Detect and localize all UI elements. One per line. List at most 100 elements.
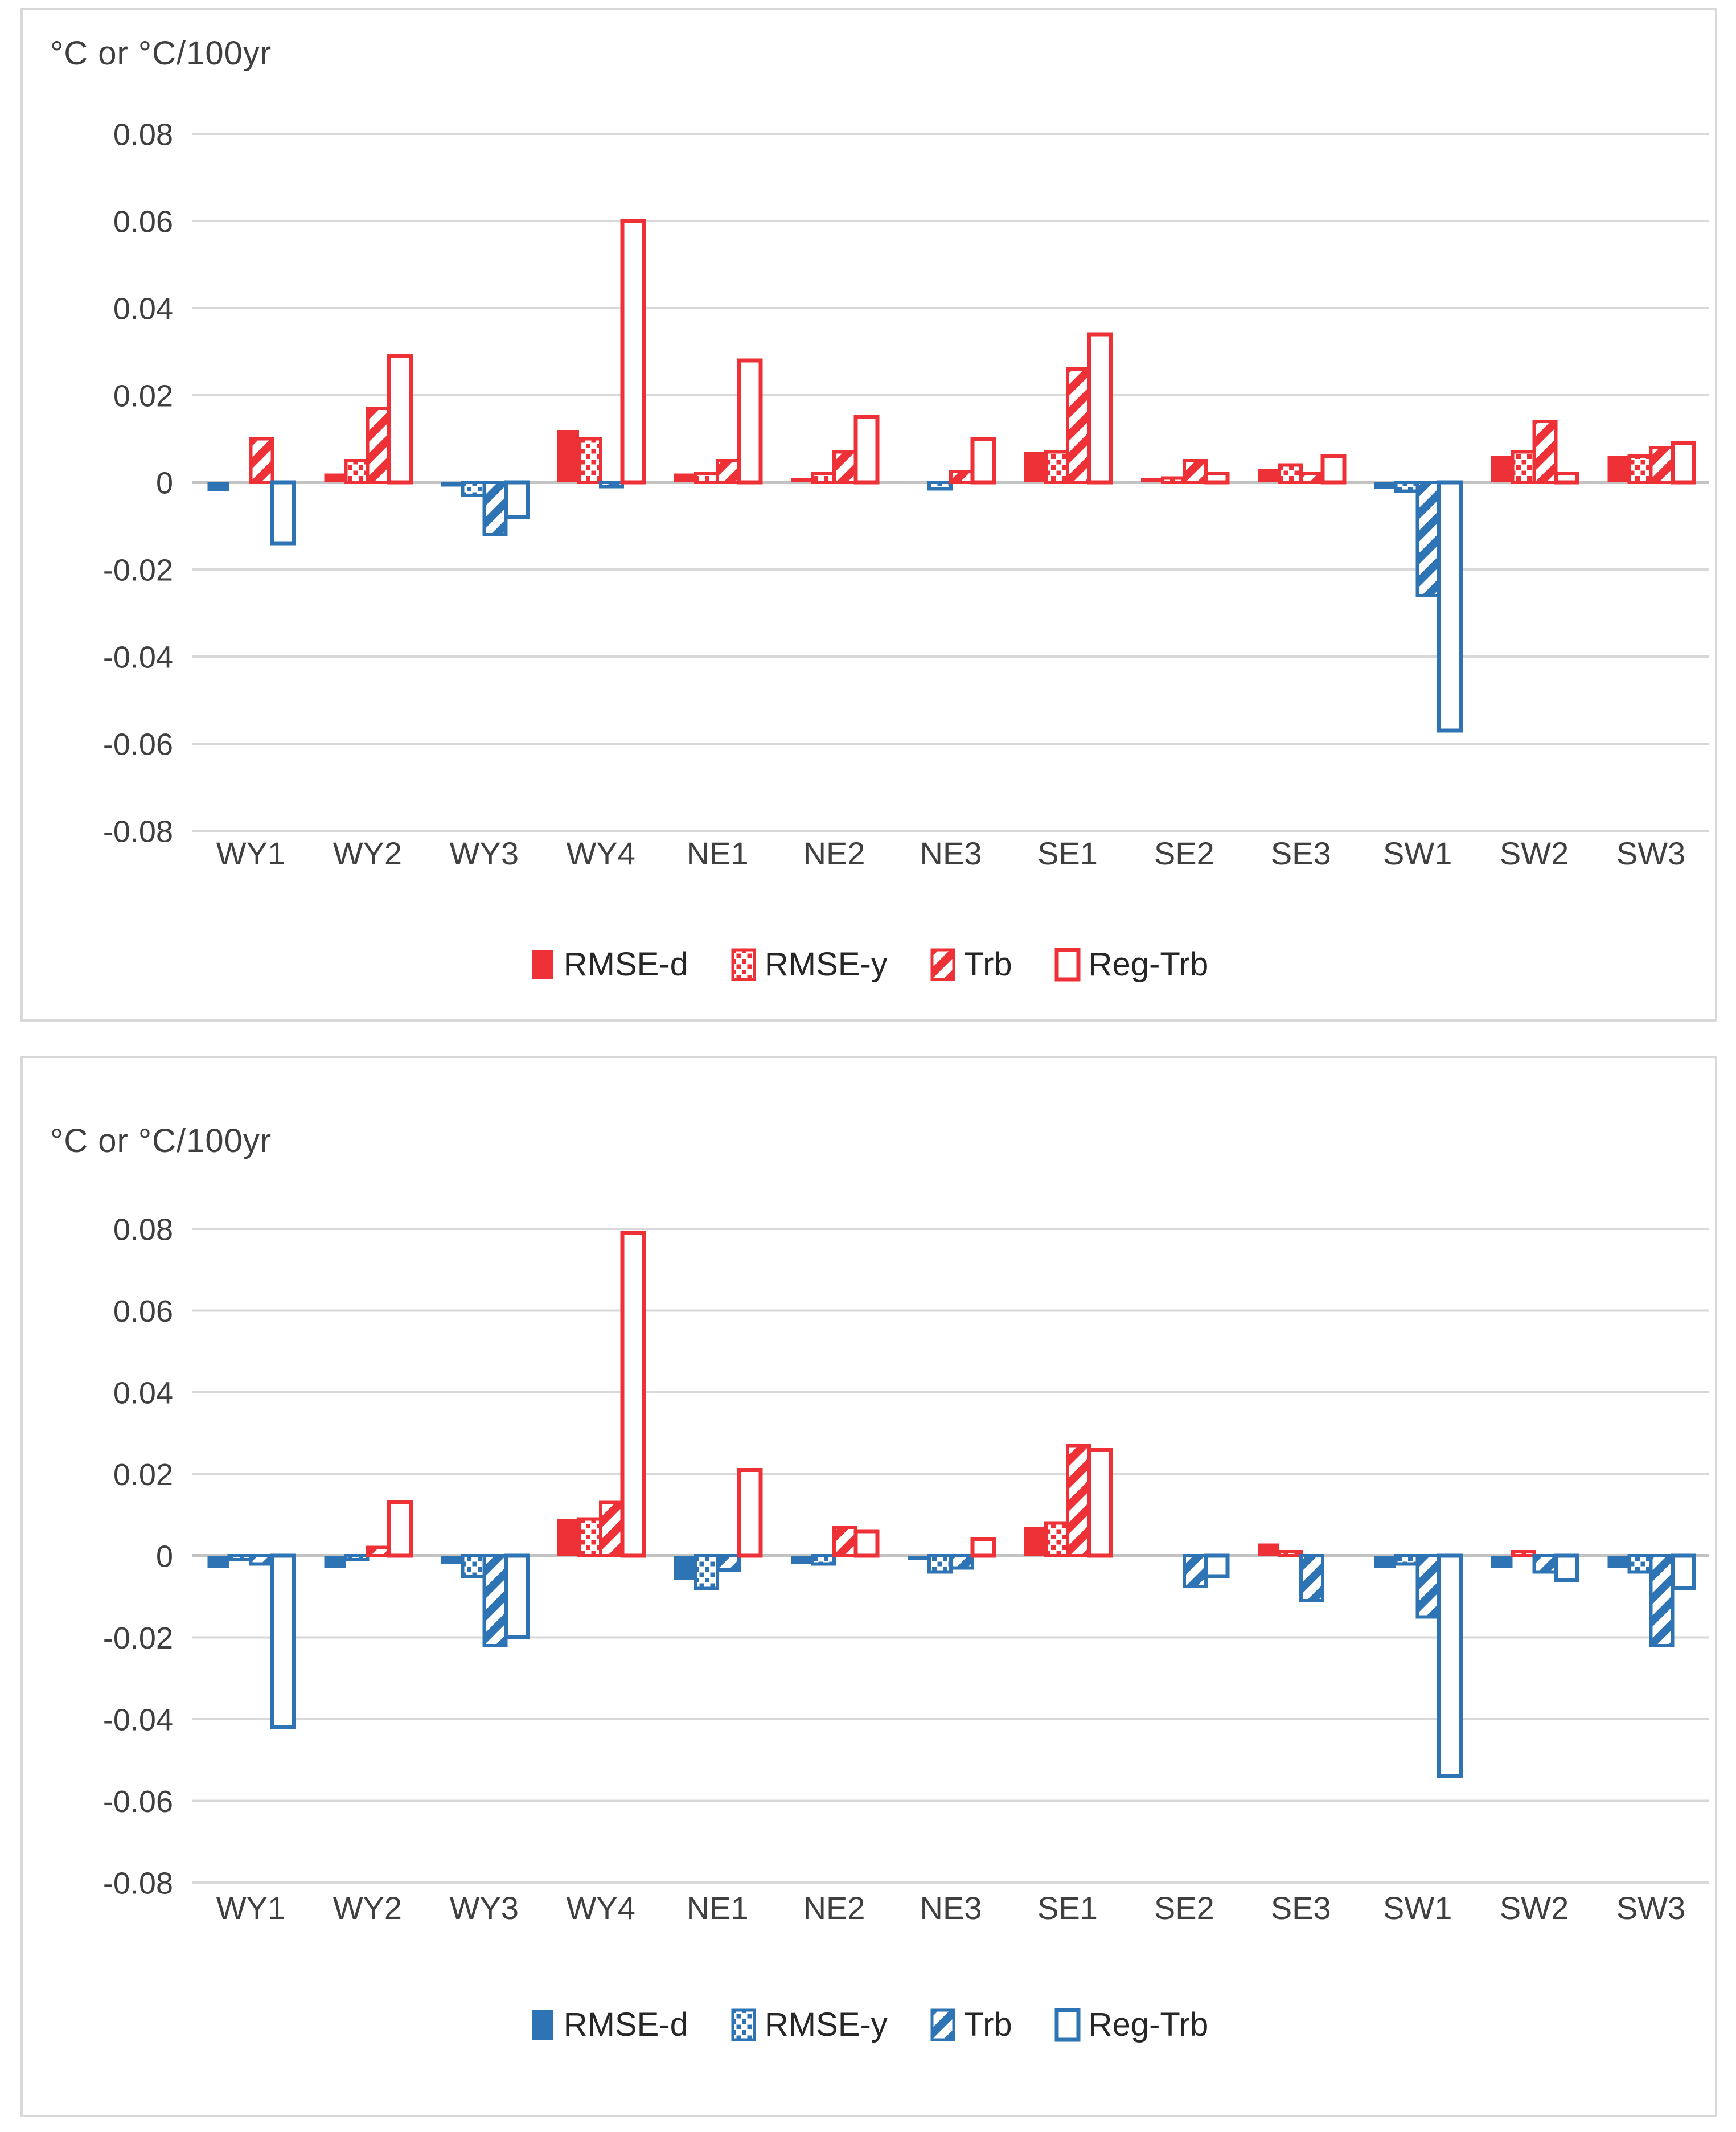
y-tick-label: -0.06 (103, 1785, 173, 1819)
bar-trb-sw2 (1532, 419, 1558, 485)
bar-rmse-y-ne1 (694, 1554, 720, 1590)
bar-rmse-d-sw3 (1607, 1556, 1630, 1568)
y-axis-unit-label: °C or °C/100yr (50, 1122, 272, 1159)
bar-trb-ne3 (949, 1554, 974, 1570)
bar-rmse-d-wy3 (441, 482, 463, 487)
bar-rmse-y-wy4 (577, 1517, 603, 1557)
legend-swatch-solid-icon (531, 2010, 553, 2040)
bar-rmse-d-wy1 (207, 1556, 229, 1568)
bar-trb-se1 (1065, 367, 1091, 484)
bar-chart-lower: 0.08 0.06 0.04 0.02 0 -0.02 -0.04 -0.06 -0.08 WY1… (103, 1212, 1709, 1926)
x-category-label: SE1 (1037, 1890, 1098, 1926)
bar-rmse-y-wy3 (461, 1554, 486, 1578)
bar-reg-trb-ne2 (853, 415, 880, 485)
bar-rmse-y-sw3 (1627, 454, 1653, 484)
y-tick-label: 0.04 (113, 292, 173, 326)
bar-rmse-y-wy2 (344, 458, 370, 484)
bar-trb-wy4 (599, 481, 625, 489)
bar-rmse-d-wy3 (441, 1556, 463, 1564)
bar-trb-ne1 (716, 458, 741, 484)
bar-rmse-d-se1 (1024, 452, 1046, 482)
bar-reg-trb-wy2 (387, 1500, 413, 1558)
bar-trb-se3 (1299, 472, 1324, 485)
bar-trb-sw2 (1532, 1554, 1558, 1574)
bar-reg-trb-sw1 (1437, 480, 1463, 733)
bar-reg-trb-wy1 (270, 1553, 296, 1729)
legend-label: RMSE-d (563, 2006, 688, 2043)
bar-rmse-d-wy2 (324, 1556, 346, 1568)
y-tick-label: -0.02 (103, 1621, 173, 1655)
bar-trb-ne3 (949, 469, 974, 484)
y-tick-label: 0.02 (113, 1458, 173, 1492)
x-category-label: SE3 (1271, 1890, 1331, 1926)
bar-trb-wy3 (482, 1554, 508, 1647)
x-category-label: SE3 (1271, 835, 1331, 871)
bar-rmse-d-sw1 (1374, 482, 1396, 489)
bar-rmse-y-sw3 (1627, 1554, 1653, 1574)
bar-trb-wy4 (599, 1500, 625, 1557)
x-category-label: WY4 (567, 1890, 635, 1926)
bar-trb-se2 (1182, 458, 1208, 484)
bar-reg-trb-wy3 (503, 1553, 530, 1639)
bar-trb-ne1 (716, 1554, 741, 1572)
bar-reg-trb-sw1 (1437, 1553, 1463, 1778)
y-tick-label: -0.02 (103, 553, 173, 587)
x-category-label: WY2 (333, 1890, 402, 1926)
y-tick-label: -0.08 (103, 1866, 173, 1900)
y-tick-label: 0 (156, 1539, 173, 1573)
legend-label: RMSE-d (563, 946, 688, 983)
y-axis-unit-label: °C or °C/100yr (50, 35, 272, 72)
bar-rmse-d-wy4 (557, 430, 580, 482)
bar-reg-trb-sw3 (1671, 441, 1697, 485)
y-tick-label: -0.04 (103, 1703, 173, 1737)
y-tick-label: 0.08 (113, 117, 173, 151)
x-category-label: WY1 (216, 835, 285, 871)
legend-item-trb: Trb (930, 945, 1012, 983)
legend-swatch-solid-icon (531, 949, 553, 979)
bar-rmse-y-sw2 (1511, 1549, 1536, 1558)
bar-reg-trb-ne3 (970, 437, 996, 485)
bar-reg-trb-sw2 (1554, 472, 1580, 485)
bar-rmse-y-ne2 (811, 1554, 836, 1566)
legend-swatch-outline-icon (1054, 2008, 1081, 2041)
bar-trb-ne2 (832, 1525, 858, 1558)
bar-rmse-y-wy3 (461, 481, 486, 497)
chart-legend-lower: RMSE-d RMSE-y Trb Reg-Trb (23, 2006, 1715, 2044)
bar-trb-sw1 (1415, 1554, 1441, 1619)
bar-reg-trb-ne1 (737, 358, 763, 485)
x-category-label: SE2 (1154, 835, 1214, 871)
bar-reg-trb-ne2 (853, 1529, 880, 1558)
bar-trb-sw3 (1649, 1554, 1675, 1647)
bar-rmse-y-ne2 (811, 472, 836, 485)
x-category-label: NE3 (920, 835, 982, 871)
x-category-label: NE2 (803, 835, 865, 871)
legend-item-reg-trb: Reg-Trb (1054, 945, 1209, 983)
y-tick-label: 0.06 (113, 204, 173, 239)
legend-swatch-hatched-icon (930, 2008, 955, 2041)
bar-reg-trb-wy4 (620, 219, 646, 485)
bar-reg-trb-wy2 (387, 354, 413, 485)
bar-trb-ne2 (832, 450, 858, 485)
y-tick-label: 0.06 (113, 1294, 173, 1329)
x-category-label: WY2 (333, 835, 402, 871)
y-tick-label: -0.04 (103, 640, 173, 674)
bar-trb-wy3 (482, 481, 508, 536)
x-category-label: SW1 (1383, 1890, 1452, 1926)
x-category-label: SW1 (1383, 835, 1452, 871)
bar-rmse-d-wy2 (324, 473, 346, 482)
legend-label: Trb (963, 946, 1012, 983)
bar-trb-sw3 (1649, 445, 1675, 484)
bar-trb-se2 (1182, 1554, 1208, 1588)
x-category-label: WY1 (216, 1890, 285, 1926)
legend-label: Reg-Trb (1088, 946, 1209, 983)
bar-reg-trb-wy3 (503, 480, 530, 519)
bar-rmse-y-wy2 (344, 1554, 370, 1562)
x-category-label: WY4 (567, 835, 635, 871)
bar-rmse-d-ne2 (791, 1556, 813, 1564)
bar-reg-trb-sw3 (1671, 1553, 1697, 1590)
x-category-label: SE1 (1037, 835, 1098, 871)
y-tick-label: 0.02 (113, 379, 173, 413)
legend-item-reg-trb: Reg-Trb (1054, 2006, 1208, 2044)
bar-rmse-y-se3 (1277, 463, 1303, 485)
bar-reg-trb-se1 (1087, 1447, 1113, 1558)
